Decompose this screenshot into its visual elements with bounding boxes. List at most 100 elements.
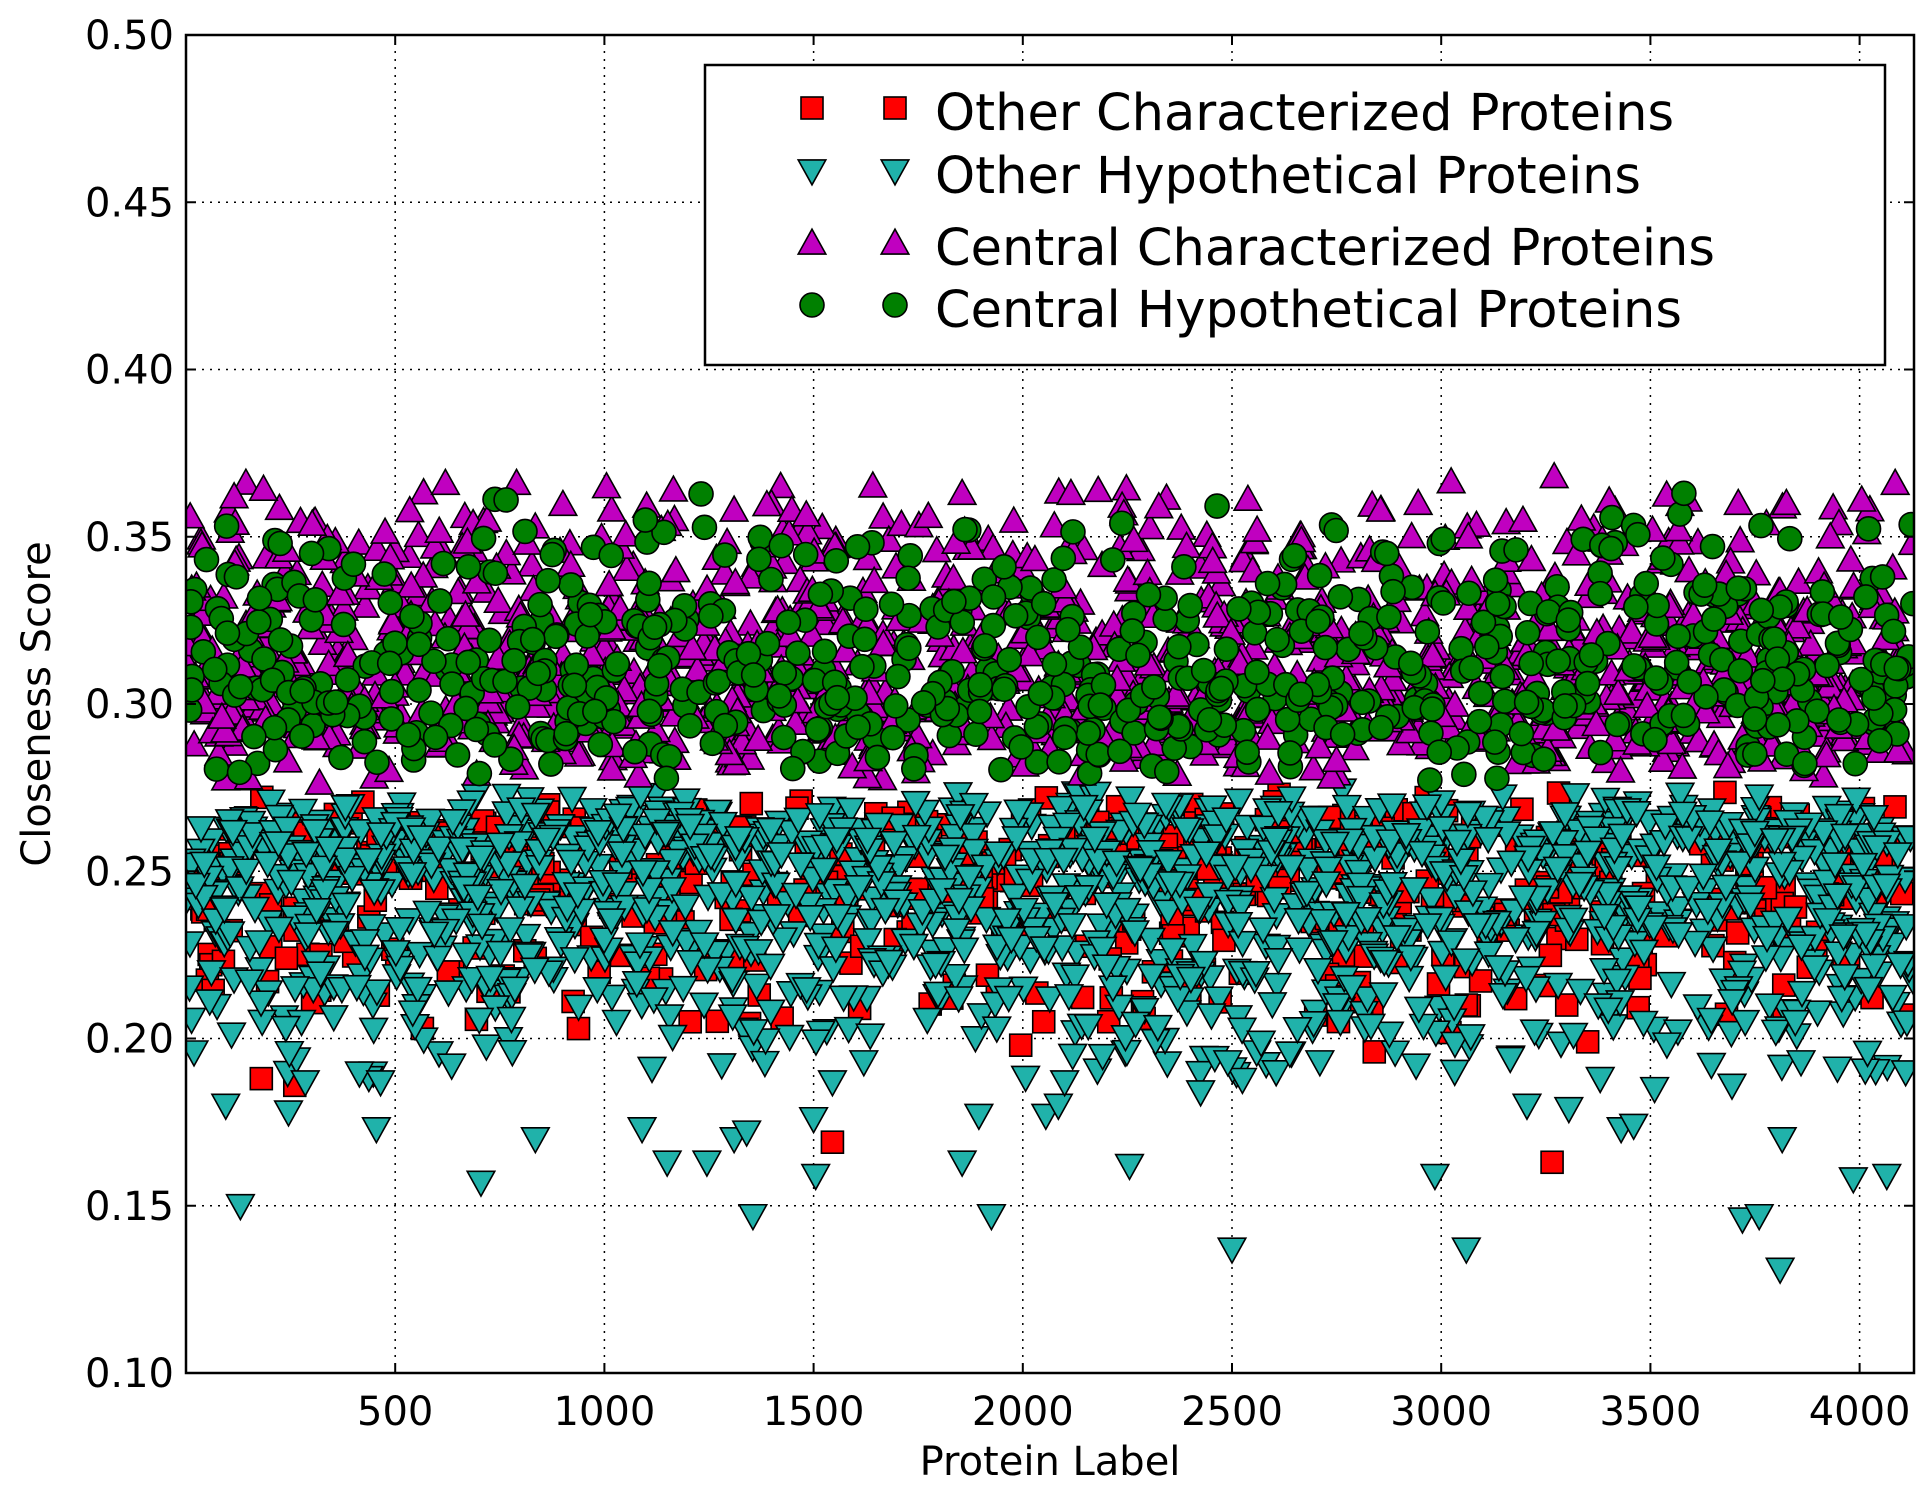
point-other-hypothetical <box>1227 930 1258 959</box>
point-other-hypothetical <box>1785 1050 1817 1078</box>
point-other-hypothetical <box>820 936 852 964</box>
point-central-hypothetical <box>1277 740 1303 766</box>
point-central-hypothetical <box>746 546 772 573</box>
point-central-hypothetical <box>1598 535 1624 562</box>
point-central-characterized <box>547 488 579 517</box>
point-other-hypothetical <box>1890 1060 1914 1088</box>
point-other-hypothetical <box>318 1005 349 1033</box>
point-other-hypothetical <box>406 825 437 853</box>
point-other-hypothetical <box>1325 1009 1356 1038</box>
point-central-hypothetical <box>1484 765 1510 792</box>
point-other-hypothetical <box>231 858 262 886</box>
point-central-hypothetical <box>406 677 432 703</box>
point-other-hypothetical <box>1607 823 1638 851</box>
point-other-hypothetical <box>433 980 464 1008</box>
point-other-hypothetical <box>1056 913 1088 941</box>
point-other-hypothetical <box>920 952 951 980</box>
point-central-hypothetical <box>1473 634 1500 660</box>
point-central-hypothetical <box>1177 592 1204 619</box>
point-other-hypothetical <box>676 950 707 978</box>
legend-label-other-hypothetical: Other Hypothetical Proteins <box>935 147 1641 206</box>
point-other-hypothetical <box>1202 824 1233 852</box>
point-other-hypothetical <box>349 944 381 972</box>
point-central-hypothetical <box>1027 680 1054 707</box>
point-other-hypothetical <box>1696 1052 1727 1081</box>
point-other-hypothetical <box>1593 881 1624 910</box>
point-other-hypothetical <box>452 862 483 890</box>
point-central-hypothetical <box>1397 650 1424 677</box>
point-central-characterized <box>450 599 481 627</box>
point-other-hypothetical <box>1261 1060 1292 1088</box>
point-central-hypothetical <box>1765 712 1791 738</box>
point-central-hypothetical <box>1153 758 1180 785</box>
point-other-hypothetical <box>636 1056 668 1084</box>
point-other-hypothetical <box>958 838 990 867</box>
point-other-hypothetical <box>402 976 433 1005</box>
point-other-hypothetical <box>361 1116 392 1145</box>
point-central-hypothetical <box>1050 545 1077 572</box>
point-other-hypothetical <box>1439 994 1470 1022</box>
point-central-hypothetical <box>1671 480 1697 507</box>
point-other-hypothetical <box>602 803 633 831</box>
point-central-characterized <box>623 760 654 788</box>
point-central-hypothetical <box>864 744 891 771</box>
point-central-hypothetical <box>288 723 315 750</box>
point-other-hypothetical <box>1767 1127 1798 1155</box>
y-axis-title: Closeness Score <box>14 541 60 866</box>
point-other-hypothetical <box>1185 1080 1216 1108</box>
point-other-hypothetical <box>1152 899 1184 927</box>
point-central-characterized <box>791 499 822 527</box>
series-other-hypothetical <box>186 778 1914 1285</box>
point-central-hypothetical <box>1060 519 1086 545</box>
point-other-hypothetical <box>1376 793 1408 821</box>
point-central-characterized <box>1118 524 1149 553</box>
point-other-hypothetical <box>234 969 265 997</box>
point-other-hypothetical <box>960 1026 991 1054</box>
point-other-hypothetical <box>1511 1093 1543 1121</box>
point-central-hypothetical <box>699 730 726 757</box>
point-central-hypothetical <box>1373 540 1400 567</box>
point-other-hypothetical <box>1799 955 1830 983</box>
point-other-hypothetical <box>1087 936 1118 965</box>
point-other-hypothetical <box>843 874 874 903</box>
point-other-hypothetical <box>1220 854 1251 882</box>
point-other-hypothetical <box>1858 805 1890 833</box>
point-central-hypothetical <box>1146 704 1173 731</box>
data-markers <box>186 461 1914 1285</box>
point-other-hypothetical <box>1621 800 1652 829</box>
point-other-hypothetical <box>1692 898 1723 926</box>
point-other-hypothetical <box>1091 954 1122 982</box>
point-other-hypothetical <box>464 1007 495 1035</box>
point-other-hypothetical <box>353 848 384 876</box>
point-central-characterized <box>1835 544 1866 572</box>
point-central-hypothetical <box>1204 493 1230 519</box>
point-other-hypothetical <box>274 1040 305 1069</box>
point-central-characterized <box>1435 466 1467 494</box>
point-central-hypothetical <box>1676 668 1703 695</box>
point-other-hypothetical <box>723 826 755 854</box>
point-other-hypothetical <box>741 973 772 1001</box>
point-central-hypothetical <box>504 694 531 720</box>
point-central-hypothetical <box>1419 696 1446 722</box>
point-other-hypothetical <box>1191 841 1222 869</box>
y-tick-label: 0.50 <box>85 13 174 59</box>
point-other-hypothetical <box>863 812 894 840</box>
point-other-hypothetical <box>1537 821 1569 849</box>
point-other-hypothetical <box>1153 849 1184 878</box>
point-other-hypothetical <box>475 965 506 993</box>
point-other-hypothetical <box>1858 953 1890 981</box>
point-other-hypothetical <box>1663 922 1694 950</box>
point-central-characterized <box>857 470 888 498</box>
point-central-hypothetical <box>227 673 254 700</box>
point-other-hypothetical <box>1436 930 1467 958</box>
point-other-hypothetical <box>670 894 701 922</box>
point-other-hypothetical <box>273 1100 304 1128</box>
point-other-hypothetical <box>1352 986 1383 1014</box>
point-other-hypothetical <box>1345 885 1377 914</box>
point-other-hypothetical <box>559 947 590 975</box>
point-central-hypothetical <box>1046 749 1072 775</box>
point-central-characterized <box>248 473 279 501</box>
point-other-hypothetical <box>1003 799 1034 827</box>
point-central-characterized <box>1304 731 1335 759</box>
point-central-hypothetical <box>646 652 673 679</box>
